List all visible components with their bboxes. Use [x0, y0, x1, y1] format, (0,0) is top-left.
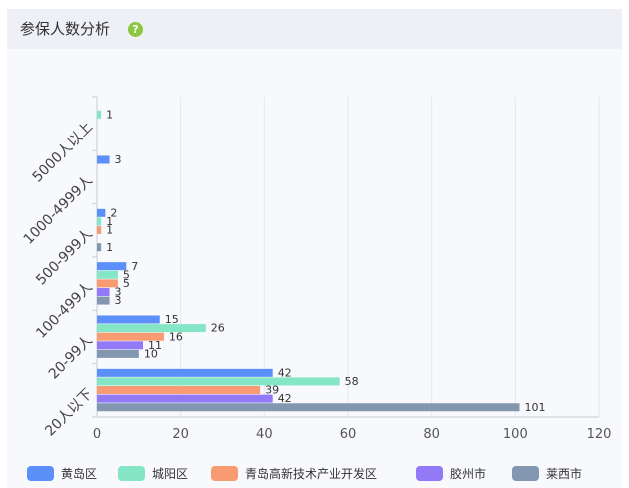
legend-label: 城阳区 — [152, 466, 189, 481]
y-tick-label: 100-499人 — [33, 279, 96, 342]
data-label: 5 — [123, 268, 130, 281]
data-label: 1 — [106, 108, 113, 121]
data-label: 26 — [211, 322, 225, 335]
legend-item[interactable]: 青岛高新技术产业开发区 — [211, 464, 377, 482]
x-tick-label: 20 — [172, 427, 189, 442]
data-label: 58 — [345, 375, 359, 388]
legend-item[interactable]: 莱西市 — [512, 464, 582, 482]
data-label: 16 — [169, 330, 183, 343]
legend-label: 青岛高新技术产业开发区 — [245, 466, 378, 481]
data-label: 42 — [278, 366, 292, 379]
bar — [97, 386, 261, 395]
y-tick-label: 20人以下 — [42, 386, 96, 440]
legend-swatch — [416, 465, 443, 481]
data-label: 3 — [115, 153, 122, 166]
bar — [97, 341, 144, 350]
legend-item[interactable]: 城阳区 — [118, 464, 188, 482]
bar — [97, 394, 273, 403]
data-label: 15 — [165, 313, 179, 326]
chart-legend: 黄岛区 城阳区 青岛高新技术产业开发区 胶州市 莱西市 — [0, 464, 629, 484]
bar — [97, 217, 102, 226]
legend-swatch — [27, 465, 54, 481]
data-label: 39 — [265, 384, 279, 397]
legend-item[interactable]: 胶州市 — [416, 464, 486, 482]
bar — [97, 270, 118, 279]
bar — [97, 377, 340, 386]
bar — [97, 287, 110, 296]
x-tick-label: 60 — [340, 427, 357, 442]
legend-item[interactable]: 黄岛区 — [27, 464, 97, 482]
data-label: 42 — [278, 392, 292, 405]
data-label: 2 — [110, 206, 117, 219]
legend-swatch — [118, 465, 145, 481]
legend-swatch — [512, 465, 539, 481]
legend-label: 胶州市 — [450, 466, 487, 481]
legend-swatch — [211, 465, 238, 481]
data-label: 1 — [106, 241, 113, 254]
help-icon[interactable]: ? — [128, 22, 143, 37]
data-label: 5 — [123, 277, 130, 290]
panel-header: 参保人数分析 ? — [7, 9, 622, 49]
data-label: 101 — [525, 401, 546, 414]
data-label: 1 — [106, 224, 113, 237]
data-label: 11 — [148, 339, 162, 352]
bar — [97, 403, 520, 412]
data-label: 1 — [106, 215, 113, 228]
bar — [97, 368, 273, 377]
bar — [97, 315, 160, 324]
bar — [97, 279, 118, 288]
bar — [97, 155, 110, 164]
bar — [97, 262, 127, 271]
bar — [97, 324, 206, 333]
bar — [97, 296, 110, 305]
bar — [97, 349, 139, 358]
y-tick-label: 20-99人 — [46, 333, 96, 383]
bar — [97, 208, 106, 217]
data-label: 7 — [131, 260, 138, 273]
x-tick-label: 80 — [423, 427, 440, 442]
x-tick-label: 40 — [256, 427, 273, 442]
bar — [97, 243, 102, 252]
x-tick-label: 0 — [93, 427, 101, 442]
legend-label: 莱西市 — [546, 466, 583, 481]
bar — [97, 226, 102, 235]
data-label: 10 — [144, 348, 158, 361]
data-label: 3 — [115, 294, 122, 307]
panel-title: 参保人数分析 — [20, 20, 111, 38]
x-tick-label: 120 — [587, 427, 612, 442]
bar — [97, 332, 164, 341]
data-label: 3 — [115, 286, 122, 299]
legend-label: 黄岛区 — [61, 466, 98, 481]
bar — [97, 110, 102, 119]
x-tick-label: 100 — [503, 427, 528, 442]
